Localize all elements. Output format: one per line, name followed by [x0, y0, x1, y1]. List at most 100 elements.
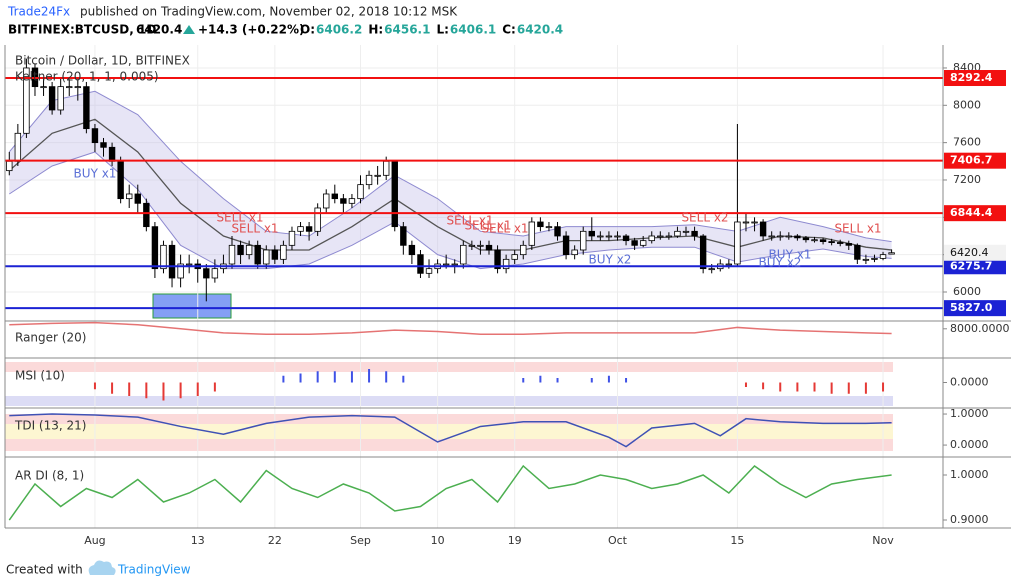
- candle-body: [280, 244, 287, 260]
- last-price: 6420.4: [136, 23, 182, 37]
- chart-title: Bitcoin / Dollar, 1D, BITFINEX: [15, 54, 190, 68]
- candle-body: [588, 230, 595, 237]
- candle-body: [708, 268, 715, 271]
- logo: [88, 560, 116, 575]
- signal-label: BUY x2: [589, 253, 632, 267]
- candle-body: [288, 230, 296, 246]
- indicator-bar: [145, 382, 148, 399]
- candle-body: [494, 249, 501, 270]
- level-label: 5827.0: [950, 301, 993, 314]
- ohlc-value: 6406.1: [450, 23, 496, 37]
- indicator-bar: [368, 369, 371, 383]
- last-price-box: [944, 244, 1006, 261]
- candle-body: [237, 244, 244, 256]
- last-price-label: 6420.4: [950, 246, 989, 259]
- signal-label: BUY x1: [769, 248, 812, 262]
- indicator-name: AR DI (8, 1): [15, 469, 84, 483]
- candle-body: [537, 221, 544, 228]
- indicator-bar: [847, 382, 850, 394]
- candle-body: [117, 160, 124, 200]
- candle-body: [785, 235, 793, 238]
- candle-body: [323, 193, 330, 209]
- candle-body: [66, 86, 73, 89]
- signal-label: BUY x1: [74, 167, 117, 181]
- indicator-bar: [590, 378, 593, 383]
- level-label-box: [944, 258, 1006, 275]
- indicator-bar: [625, 378, 628, 383]
- signal-label: SELL x1: [231, 222, 278, 236]
- candle-body: [297, 226, 304, 232]
- candle-body: [151, 226, 159, 270]
- x-tick-label: 22: [268, 534, 282, 547]
- candle-body: [759, 221, 767, 237]
- footer-brand: TradingView: [117, 563, 191, 577]
- candle-body: [314, 207, 321, 232]
- candle-body: [23, 67, 30, 134]
- candle-body: [348, 198, 356, 204]
- candle-body: [100, 142, 107, 148]
- candle-body: [57, 86, 64, 111]
- indicator-name: Ranger (20): [15, 331, 86, 345]
- candle-body: [802, 237, 810, 241]
- candle-body: [854, 244, 861, 260]
- x-tick-label: Aug: [84, 534, 105, 547]
- candle-body: [14, 132, 22, 162]
- candle-body: [305, 226, 313, 232]
- candle-body: [48, 86, 56, 111]
- indicator-bar: [316, 371, 319, 383]
- axis: Aug1322Sep1019Oct15Nov600064006800720076…: [14, 61, 1010, 547]
- candle-body: [597, 235, 604, 238]
- candle-body: [460, 244, 467, 265]
- published: published on TradingView.com, November 0…: [80, 5, 458, 19]
- candle-body: [134, 193, 141, 204]
- candle-body: [648, 235, 655, 242]
- candle-body: [451, 263, 458, 266]
- indicator-line: [8, 464, 892, 521]
- candle-body: [177, 263, 184, 279]
- tdi-band-upper: [5, 414, 893, 424]
- candle-body: [520, 244, 527, 256]
- signal-label: SELL x2: [681, 211, 728, 225]
- level-label: 6844.4: [950, 206, 993, 219]
- indicator-bar: [93, 382, 96, 390]
- y-tick-label: 7600: [953, 136, 981, 149]
- candle-body: [511, 254, 518, 260]
- ohlc-label: L:: [436, 23, 448, 37]
- candle-body: [203, 268, 210, 279]
- x-tick-label: 19: [508, 534, 522, 547]
- indicator-bar: [607, 375, 610, 383]
- candle-body: [143, 202, 150, 228]
- level-label-box: [944, 70, 1006, 87]
- indicator-bar: [213, 382, 216, 392]
- candle-body: [417, 254, 424, 274]
- indicator-bar: [350, 371, 353, 383]
- x-tick-label: Nov: [872, 534, 894, 547]
- level-label-box: [944, 300, 1006, 317]
- candle-body: [400, 226, 407, 246]
- level-label-box: [944, 205, 1006, 222]
- candle-body: [271, 249, 279, 260]
- candle-body: [391, 160, 398, 228]
- indicator-bar: [539, 375, 542, 383]
- candle-body: [382, 160, 390, 176]
- candle-body: [442, 263, 450, 266]
- candle-body: [168, 244, 176, 279]
- signal-label: SELL x1: [834, 222, 881, 236]
- indicator-tick-label: 0.9000: [950, 513, 989, 526]
- signal-label: SELL x1: [464, 219, 511, 233]
- candle-body: [40, 86, 47, 89]
- candle-body: [545, 226, 553, 229]
- change: +14.3 (+0.22%): [198, 23, 305, 37]
- candle-body: [357, 184, 364, 200]
- indicator-line: [9, 413, 892, 448]
- candle-body: [622, 235, 630, 242]
- indicator-bar: [882, 382, 885, 392]
- candle-body: [562, 235, 570, 256]
- candle-body: [580, 230, 587, 251]
- signal-label: SELL x1: [446, 214, 493, 228]
- candle-body: [6, 160, 13, 172]
- x-tick-label: 13: [191, 534, 205, 547]
- indicator-bar: [744, 382, 747, 387]
